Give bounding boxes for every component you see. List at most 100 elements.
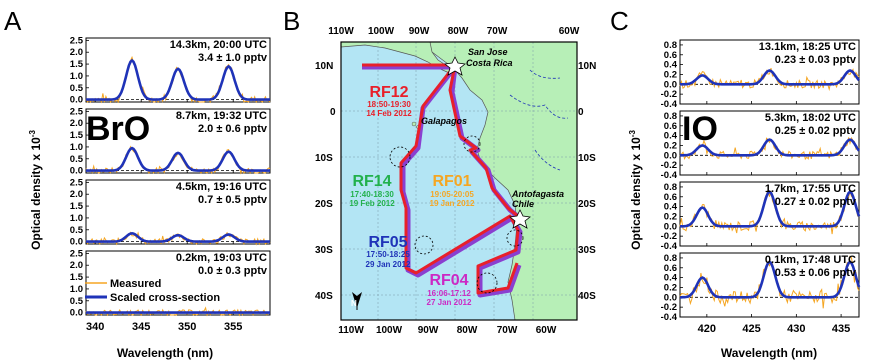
place-san-jose: San Jose: [468, 47, 508, 57]
lat-tick-left: 30S: [315, 245, 333, 256]
y-tick-label: 2.5: [70, 35, 84, 46]
subplot-value: 0.0 ± 0.3 pptv: [198, 265, 268, 277]
subplot-title: 5.3km, 18:02 UTC: [765, 112, 856, 124]
y-tick-label: 0.6: [664, 263, 677, 274]
y-tick-label: 2.0: [70, 118, 83, 129]
y-tick-label: 1.0: [70, 71, 83, 82]
y-tick-label: 2.5: [70, 106, 84, 117]
map-frame: [340, 41, 578, 321]
y-tick-label: 0.0: [664, 150, 677, 161]
svg-text:16:06-17:12: 16:06-17:12: [427, 289, 471, 298]
subplot-value: 3.4 ± 1.0 pptv: [198, 52, 268, 64]
fit-spectrum: [86, 58, 270, 101]
subplot-io-2: -0.4-0.20.00.20.40.60.8 1.7km, 17:55 UTC0…: [661, 181, 861, 252]
y-tick-label: -0.4: [661, 170, 678, 181]
profile-circle-rf01: [463, 135, 481, 153]
subplot-value: 0.27 ± 0.02 pptv: [775, 196, 857, 208]
fit-spectrum: [680, 190, 861, 228]
y-tick-label: 0.6: [664, 121, 677, 132]
svg-text:14 Feb 2012: 14 Feb 2012: [366, 109, 412, 118]
lon-tick-top: 100W: [368, 26, 395, 37]
y-tick-label: 2.0: [70, 260, 83, 271]
panel-letter-c: C: [610, 6, 629, 36]
flight-label-rf05: RF05 17:50-18:25 29 Jan 2012: [366, 234, 411, 269]
place-galapagos: Galapagos: [421, 116, 467, 126]
subplot-io-3: -0.4-0.20.00.20.40.60.8 0.1km, 17:48 UTC0…: [661, 252, 861, 323]
subplot-value: 0.53 ± 0.06 pptv: [775, 267, 857, 279]
flight-label-rf12: RF12 18:50-19:30 14 Feb 2012: [366, 84, 412, 118]
subplot-frame: [679, 39, 860, 105]
y-tick-label: 0.5: [70, 154, 84, 165]
svg-text:RF14: RF14: [352, 173, 391, 190]
flight-label-rf01: RF01 19:05-20:05 19 Jan 2012: [430, 173, 475, 208]
y-tick-label: -0.2: [661, 302, 677, 313]
y-tick-label: 0.4: [664, 202, 678, 213]
x-tick-label: 340: [86, 321, 104, 333]
y-tick-label: -0.2: [661, 231, 677, 242]
y-tick-label: -0.2: [661, 160, 677, 171]
profile-circle-rf14: [389, 146, 411, 168]
place-chile: Chile: [512, 199, 534, 209]
y-tick-label: 0.8: [664, 40, 677, 51]
y-tick-label: 0.2: [664, 282, 677, 293]
y-tick-label: 0.4: [664, 131, 678, 142]
profile-circle-rf04: [476, 272, 498, 294]
airport-star-costa-rica: [444, 56, 466, 76]
y-tick-label: 0.5: [70, 296, 84, 307]
lat-tick-right: 0: [578, 107, 584, 118]
map-land-central-america: [341, 42, 457, 75]
y-tick-label: -0.2: [661, 89, 677, 100]
svg-text:19 Jan 2012: 19 Jan 2012: [430, 199, 475, 208]
profile-circle-chile: [506, 229, 524, 247]
measured-spectrum: [679, 67, 860, 92]
lon-tick-bottom: 100W: [376, 325, 403, 336]
y-tick-label: 0.0: [664, 221, 677, 232]
lon-tick-bottom: 90W: [418, 325, 439, 336]
y-tick-label: 0.0: [70, 166, 83, 177]
svg-text:N: N: [351, 299, 357, 308]
x-tick-label: 420: [698, 323, 716, 335]
y-tick-label: 2.0: [70, 189, 83, 200]
flight-track: [362, 63, 521, 295]
lon-tick-top: 60W: [559, 26, 580, 37]
fit-spectrum: [680, 260, 861, 299]
subplot-frame: [85, 179, 271, 245]
lat-tick-left: 10S: [315, 153, 333, 164]
lon-tick-top: 90W: [409, 26, 430, 37]
profile-circle-rf05: [414, 235, 434, 255]
y-tick-label: 0.0: [664, 292, 677, 303]
subplot-title: 4.5km, 19:16 UTC: [176, 181, 267, 193]
y-tick-label: 0.2: [664, 211, 677, 222]
y-tick-label: 0.8: [664, 182, 677, 193]
svg-text:17:50-18:25: 17:50-18:25: [366, 250, 410, 259]
y-tick-label: 0.8: [664, 253, 677, 264]
map-panel: 110W 100W 90W 80W 70W 60W 110W 100W 90W …: [315, 26, 596, 336]
y-tick-label: 0.0: [70, 95, 83, 106]
y-tick-label: 0.0: [664, 79, 677, 90]
subplot-title: 0.1km, 17:48 UTC: [765, 254, 856, 266]
subplot-value: 0.7 ± 0.5 pptv: [198, 194, 268, 206]
fit-spectrum: [680, 138, 861, 157]
y-tick-label: 0.5: [70, 83, 84, 94]
y-tick-label: 1.0: [70, 142, 83, 153]
x-tick-label: 345: [132, 321, 150, 333]
fit-spectrum: [86, 231, 270, 243]
place-antofagasta: Antofagasta: [511, 189, 564, 199]
subplot-value: 2.0 ± 0.6 pptv: [198, 123, 268, 135]
svg-text:RF12: RF12: [369, 84, 408, 101]
svg-text:RF05: RF05: [368, 234, 407, 251]
svg-text:RF04: RF04: [429, 272, 468, 289]
y-tick-label: -0.4: [661, 241, 678, 252]
legend-fit-label: Scaled cross-section: [110, 292, 220, 304]
lat-tick-right: 20S: [578, 199, 596, 210]
fit-spectrum: [680, 69, 860, 86]
y-tick-label: -0.4: [661, 312, 678, 323]
subplot-title: 13.1km, 18:25 UTC: [759, 41, 856, 53]
subplot-title: 0.2km, 19:03 UTC: [176, 252, 267, 264]
lat-tick-left: 20S: [315, 199, 333, 210]
y-tick-label: 0.8: [664, 111, 677, 122]
y-tick-label: 0.2: [664, 140, 677, 151]
legend-measured-label: Measured: [110, 278, 161, 290]
